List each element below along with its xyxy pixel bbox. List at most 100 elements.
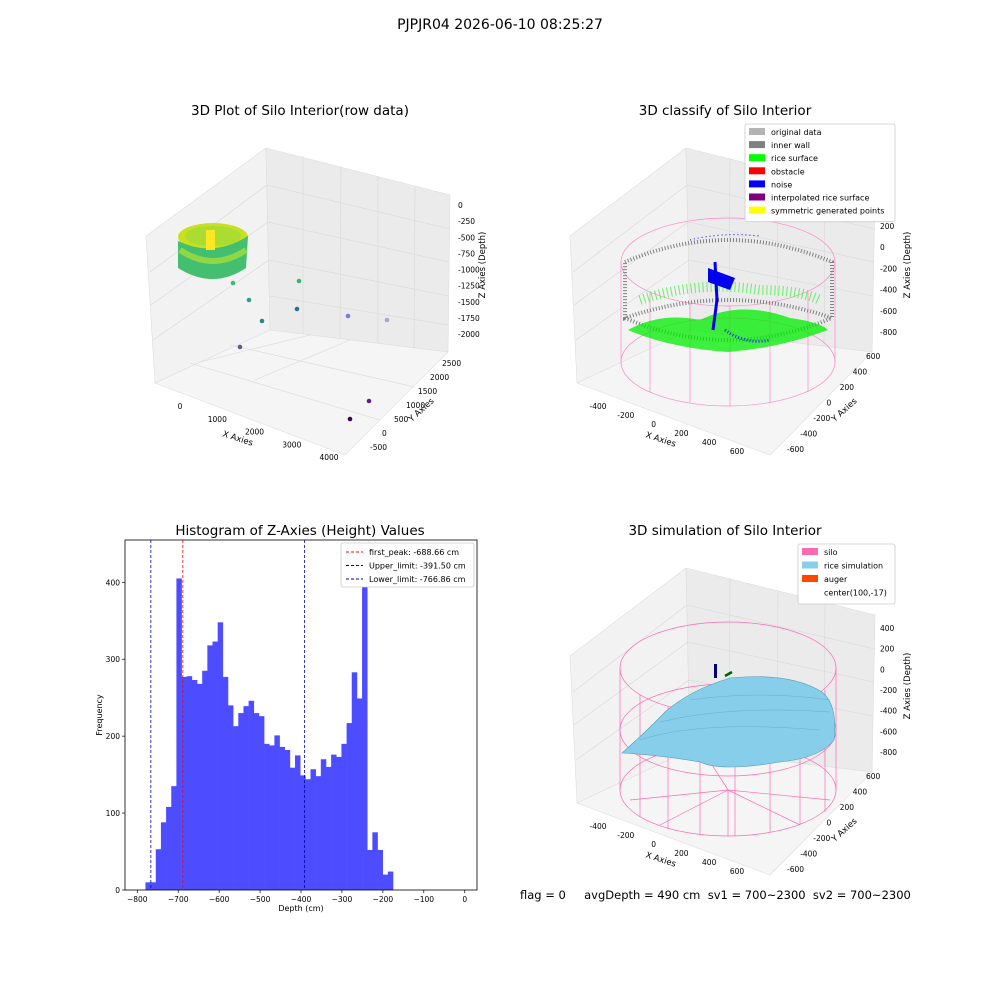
- plot2-legend-item-label: symmetric generated points: [771, 207, 884, 216]
- plot4-xtick: -200: [617, 831, 634, 840]
- histogram-bar: [212, 641, 218, 890]
- plot4-ztick: 0: [880, 665, 885, 674]
- plot2-legend-item-swatch: [749, 193, 765, 201]
- histogram-bar: [238, 713, 244, 890]
- plot4-ylabel: Y Axies: [829, 816, 860, 845]
- plot2-noise: [689, 234, 771, 343]
- plot2-ztick: -200: [880, 264, 897, 273]
- histogram-bar: [258, 716, 265, 890]
- plot2-ztick: 200: [880, 222, 895, 231]
- plot4-ytick: -200: [813, 834, 830, 843]
- plot4-ztick: -800: [880, 748, 897, 757]
- plot1-ytick: 2000: [430, 373, 449, 382]
- plot2-legend-item-label: obstacle: [771, 167, 805, 176]
- plot2-inner-wall: [623, 238, 834, 342]
- plot4-ztick: -200: [880, 686, 897, 695]
- plot2-xtick: 600: [730, 447, 745, 456]
- plot4-legend-item-swatch: [802, 575, 818, 582]
- plot3-ytick: 300: [106, 655, 121, 664]
- histogram-bar: [346, 723, 353, 890]
- plot4-ytick: 600: [866, 772, 881, 781]
- plot1-ztick: -1000: [458, 266, 480, 275]
- plot2-title: 3D classify of Silo Interior: [638, 103, 812, 119]
- plot2-rice-surface: [628, 281, 828, 352]
- plot1-xtick: 1000: [208, 415, 227, 424]
- plot2-ytick: -600: [787, 445, 804, 454]
- histogram-bar: [202, 670, 208, 890]
- plot1-xtick: 0: [178, 402, 183, 411]
- plot4-title: 3D simulation of Silo Interior: [628, 523, 822, 539]
- plot2-ytick: 400: [853, 368, 868, 377]
- plot3-ytick: 200: [106, 732, 121, 741]
- histogram-bar: [315, 776, 322, 890]
- plot3-axes: −800 −700 −600 −500 −400 −300 −200 −100 0 0 100 20…: [95, 539, 478, 913]
- plot4-xlabel: X Axies: [644, 850, 677, 869]
- figure-title: PJPJR04 2026-06-10 08:25:27: [397, 17, 603, 33]
- histogram-bar: [305, 779, 311, 890]
- plot1-scatter-points: [230, 278, 390, 422]
- plot4-xtick: -400: [589, 822, 606, 831]
- histogram-bar: [222, 676, 229, 890]
- histogram-bar: [176, 578, 182, 890]
- plot2-legend-item-label: rice surface: [771, 154, 818, 163]
- histogram-bar: [336, 756, 342, 890]
- plot4-ztick: 400: [880, 624, 895, 633]
- plot2-ytick: 200: [840, 383, 855, 392]
- plot2-legend-item-label: noise: [771, 180, 792, 189]
- plot2-xtick: -400: [589, 402, 606, 411]
- histogram-bar: [264, 743, 270, 890]
- plot4-legend-item-label: center(100,-17): [824, 589, 887, 598]
- histogram-bar: [274, 735, 280, 890]
- histogram-bar: [310, 769, 316, 890]
- plot4-ytick: -600: [787, 865, 804, 874]
- histogram-bar: [207, 645, 213, 890]
- plot4-axes: -400 -200 0 200 400 600 -600 -400 -200 0 200 400 60…: [569, 543, 913, 876]
- histogram-bar: [279, 746, 286, 890]
- histogram-bar: [351, 672, 358, 890]
- histogram-bar: [253, 713, 260, 890]
- histogram-bar: [150, 882, 157, 890]
- histogram-bar: [227, 705, 234, 890]
- plot2-ztick: 0: [880, 243, 885, 252]
- plot1-surface: [178, 223, 248, 279]
- plot1-ytick: 500: [394, 415, 409, 424]
- plot1-title: 3D Plot of Silo Interior(row data): [191, 103, 409, 119]
- plot1-ztick: -750: [458, 249, 475, 258]
- plot2-ytick: 600: [866, 352, 881, 361]
- plot1-ytick: 1000: [406, 401, 425, 410]
- histogram-bar: [289, 767, 296, 890]
- plot3-xtick: 0: [462, 895, 467, 904]
- plot2-xlabel: X Axies: [644, 430, 677, 449]
- plot4-xtick: 200: [674, 849, 689, 858]
- plot2-legend-item-label: interpolated rice surface: [771, 194, 869, 203]
- plot3-xtick: −200: [373, 895, 394, 904]
- plot2-legend-item-swatch: [749, 167, 765, 175]
- histogram-bar: [171, 786, 177, 890]
- plot1-ztick: 0: [458, 201, 463, 210]
- histogram-bar: [387, 871, 394, 890]
- histogram-bar: [372, 832, 378, 890]
- histogram-bar: [248, 700, 255, 890]
- plot3-legend-label: first_peak: -688.66 cm: [369, 548, 459, 557]
- histogram-bar: [367, 850, 373, 890]
- plot2-ytick: -400: [800, 430, 817, 439]
- histogram-bar: [181, 676, 188, 890]
- plot4-zlabel: Z Axies (Depth): [903, 653, 913, 720]
- plot4-ytick: 200: [840, 803, 855, 812]
- histogram-bar: [166, 806, 172, 890]
- plot2-ylabel: Y Axies: [829, 396, 860, 425]
- plot1-ztick: -2000: [458, 330, 480, 339]
- plot4-legend-item-label: rice simulation: [824, 562, 883, 571]
- plot1-ztick: -1750: [458, 314, 480, 323]
- plot4-legend: silo rice simulation auger center(100,-17): [797, 543, 896, 605]
- plot3-xtick: −500: [250, 895, 271, 904]
- plot2-ztick: -400: [880, 286, 897, 295]
- plot3-xtick: −800: [127, 895, 148, 904]
- histogram-bar: [155, 849, 162, 890]
- histogram-bar: [325, 766, 332, 890]
- plot2-axes: -400 -200 0 200 400 600 -600 -400 -200 0 200 400 60…: [569, 123, 913, 456]
- plot1-ztick: -1500: [458, 298, 480, 307]
- plot1-xtick: 3000: [282, 440, 301, 449]
- histogram-bar: [217, 622, 224, 890]
- plot3-ytick: 0: [115, 886, 120, 895]
